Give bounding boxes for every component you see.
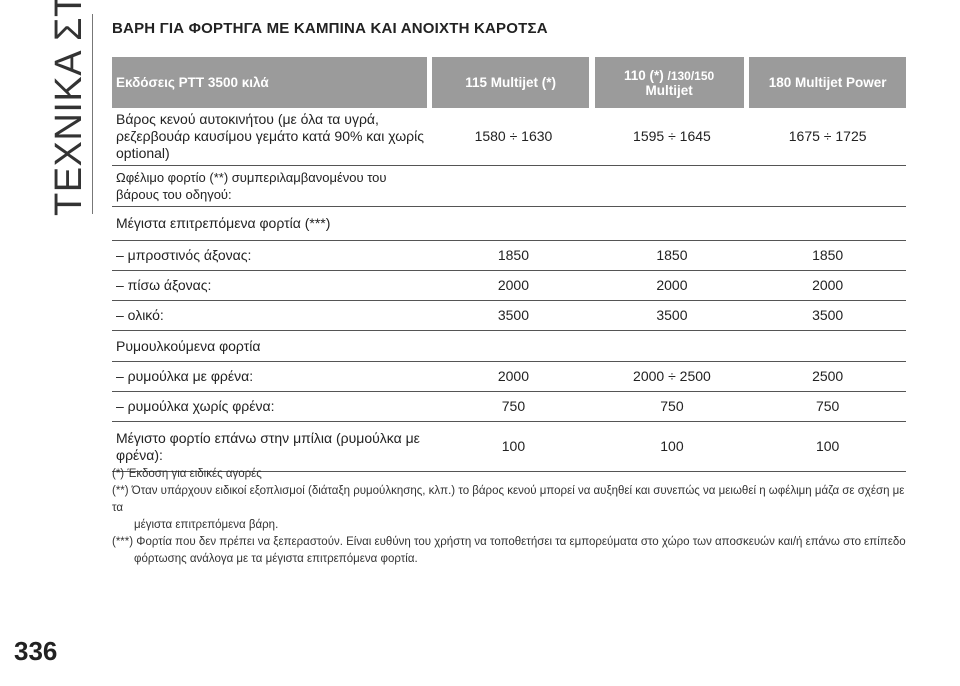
row-label: Μέγιστα επιτρεπόμενα φορτία (***) [112, 206, 433, 241]
value-180-multijet-power: 2500 [749, 361, 906, 392]
footnote-3-cont: φόρτωσης ανάλογα με τα μέγιστα επιτρεπόμ… [134, 553, 418, 565]
table-row: Ρυμουλκούμενα φορτία [112, 330, 906, 362]
value-115-multijet: 1580 ÷ 1630 [432, 108, 595, 166]
page-number: 336 [14, 636, 58, 666]
value-115-multijet [432, 330, 595, 362]
value-110-130-150-multijet [594, 330, 750, 362]
table-row: – πίσω άξονας: 2000 2000 2000 [112, 270, 906, 301]
footnote-2: (**) Όταν υπάρχουν ειδικοί εξοπλισμοί (δ… [112, 485, 905, 514]
table-row: Μέγιστα επιτρεπόμενα φορτία (***) [112, 206, 906, 241]
header-gap [588, 57, 595, 108]
row-label: Ωφέλιμο φορτίο (**) συμπεριλαμβανομένου … [112, 165, 433, 207]
header-180-multijet-power: 180 Multijet Power [749, 57, 906, 108]
side-divider [92, 14, 93, 214]
table-row: Ωφέλιμο φορτίο (**) συμπεριλαμβανομένου … [112, 165, 906, 207]
value-115-multijet [432, 165, 595, 207]
table-row: Μέγιστο φορτίο επάνω στην μπίλια (ρυμούλ… [112, 421, 906, 472]
value-110-130-150-multijet: 750 [594, 391, 750, 422]
value-115-multijet: 100 [432, 421, 595, 472]
value-115-multijet: 1850 [432, 240, 595, 271]
value-180-multijet-power [749, 330, 906, 362]
row-label: Μέγιστο φορτίο επάνω στην μπίλια (ρυμούλ… [112, 421, 433, 472]
value-180-multijet-power: 1675 ÷ 1725 [749, 108, 906, 166]
header-110-small: /130/150 [667, 68, 715, 83]
value-115-multijet: 2000 [432, 270, 595, 301]
header-versions: Εκδόσεις PTT 3500 κιλά [112, 57, 427, 108]
header-gap [426, 57, 433, 108]
value-110-130-150-multijet [594, 206, 750, 241]
value-180-multijet-power: 2000 [749, 270, 906, 301]
footnotes: (*) Έκδοση για ειδικές αγορές (**) Όταν … [112, 466, 912, 568]
value-110-130-150-multijet: 100 [594, 421, 750, 472]
value-110-130-150-multijet: 1850 [594, 240, 750, 271]
value-180-multijet-power: 750 [749, 391, 906, 422]
row-label: – μπροστινός άξονας: [112, 240, 433, 271]
section-heading: ΒΑΡΗ ΓΙΑ ΦΟΡΤΗΓΑ ΜΕ ΚΑΜΠΙΝΑ ΚΑΙ ΑΝΟΙΧΤΗ … [112, 20, 548, 37]
value-110-130-150-multijet [594, 165, 750, 207]
value-110-130-150-multijet: 2000 [594, 270, 750, 301]
footnote-3: (***) Φορτία που δεν πρέπει να ξεπεραστο… [112, 536, 906, 548]
row-label: Ρυμουλκούμενα φορτία [112, 330, 433, 362]
value-180-multijet-power: 100 [749, 421, 906, 472]
table-row: – ρυμούλκα με φρένα: 2000 2000 ÷ 2500 2500 [112, 361, 906, 392]
value-115-multijet [432, 206, 595, 241]
header-115-multijet: 115 Multijet (*) [432, 57, 589, 108]
side-section-title: ΤΕΧΝΙΚΑ ΣΤΟΙΧΕΙΑ [48, 0, 90, 216]
table-row: – ρυμούλκα χωρίς φρένα: 750 750 750 [112, 391, 906, 422]
table-row: – ολικό: 3500 3500 3500 [112, 300, 906, 331]
value-180-multijet-power: 1850 [749, 240, 906, 271]
value-115-multijet: 750 [432, 391, 595, 422]
header-gap [743, 57, 750, 108]
header-110-line2: Multijet [645, 82, 693, 98]
header-110-line1: 110 (*) [623, 67, 668, 83]
value-110-130-150-multijet: 2000 ÷ 2500 [594, 361, 750, 392]
value-110-130-150-multijet: 3500 [594, 300, 750, 331]
row-label: Βάρος κενού αυτοκινήτου (με όλα τα υγρά,… [112, 108, 433, 166]
table-header-row: Εκδόσεις PTT 3500 κιλά 115 Multijet (*) … [112, 57, 906, 108]
weights-table: Εκδόσεις PTT 3500 κιλά 115 Multijet (*) … [112, 57, 906, 472]
table-row: – μπροστινός άξονας: 1850 1850 1850 [112, 240, 906, 271]
row-label: – ρυμούλκα χωρίς φρένα: [112, 391, 433, 422]
value-180-multijet-power [749, 206, 906, 241]
value-180-multijet-power: 3500 [749, 300, 906, 331]
table-row: Βάρος κενού αυτοκινήτου (με όλα τα υγρά,… [112, 108, 906, 166]
value-115-multijet: 3500 [432, 300, 595, 331]
row-label: – ρυμούλκα με φρένα: [112, 361, 433, 392]
footnote-1: (*) Έκδοση για ειδικές αγορές [112, 468, 262, 480]
value-180-multijet-power [749, 165, 906, 207]
footnote-2-cont: μέγιστα επιτρεπόμενα βάρη. [134, 519, 279, 531]
row-label: – ολικό: [112, 300, 433, 331]
value-110-130-150-multijet: 1595 ÷ 1645 [594, 108, 750, 166]
value-115-multijet: 2000 [432, 361, 595, 392]
header-110-130-150-multijet: 110 (*) /130/150 Multijet [594, 57, 744, 108]
row-label: – πίσω άξονας: [112, 270, 433, 301]
